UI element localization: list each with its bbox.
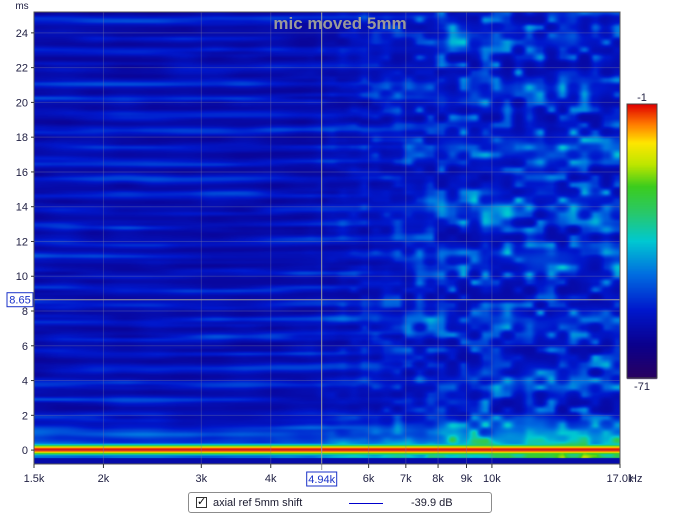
y-tick-label: 20 xyxy=(16,97,28,109)
x-tick-label: 8k xyxy=(432,473,444,485)
y-tick-label: 0 xyxy=(22,445,28,457)
y-tick-label: 8 xyxy=(22,306,28,318)
x-tick-label: 7k xyxy=(400,473,412,485)
y-tick-label: 16 xyxy=(16,167,28,179)
y-tick-label: 12 xyxy=(16,236,28,248)
y-tick-label: 18 xyxy=(16,132,28,144)
x-tick-label: 3k xyxy=(195,473,207,485)
colorbar-max-label: -1 xyxy=(637,92,647,104)
colorbar: -1 -71 xyxy=(626,92,658,393)
x-tick-label: 2k xyxy=(98,473,110,485)
x-tick-label: 6k xyxy=(363,473,375,485)
x-tick-label: 9k xyxy=(461,473,473,485)
x-tick-label: 10k xyxy=(483,473,501,485)
y-tick-label: 24 xyxy=(16,28,28,40)
legend-line-swatch xyxy=(349,503,383,504)
cursor-x-label: 4.94k xyxy=(308,474,335,486)
cursor-y-label-box xyxy=(6,292,34,308)
colorbar-frame xyxy=(626,103,658,379)
cursor-y-label: 8.65 xyxy=(9,295,30,307)
grid-lines xyxy=(34,12,620,464)
y-tick-label: 10 xyxy=(16,271,28,283)
y-tick-label: 22 xyxy=(16,63,28,75)
cursor[interactable]: 4.94k 8.65 xyxy=(6,12,620,487)
legend-checkbox[interactable]: ✓ xyxy=(196,496,207,508)
y-unit-label: ms xyxy=(15,1,28,12)
plot-frame xyxy=(33,11,621,465)
y-tick-label: 14 xyxy=(16,202,28,214)
cursor-x-label-box xyxy=(306,471,338,487)
y-tick-label: 6 xyxy=(22,341,28,353)
x-tick-label: 17.0k xyxy=(607,473,634,485)
x-tick-label: 4k xyxy=(265,473,277,485)
legend-series-name: axial ref 5mm shift xyxy=(213,497,303,509)
y-tick-label: 2 xyxy=(22,410,28,422)
chart-title: mic moved 5mm xyxy=(273,14,406,33)
y-tick-label: 4 xyxy=(22,376,28,388)
colorbar-min-label: -71 xyxy=(634,381,650,393)
x-tick-label: 1.5k xyxy=(24,473,45,485)
legend-value: -39.9 dB xyxy=(411,497,453,509)
x-unit-label: Hz xyxy=(629,473,642,485)
legend: ✓ axial ref 5mm shift -39.9 dB xyxy=(188,492,492,513)
